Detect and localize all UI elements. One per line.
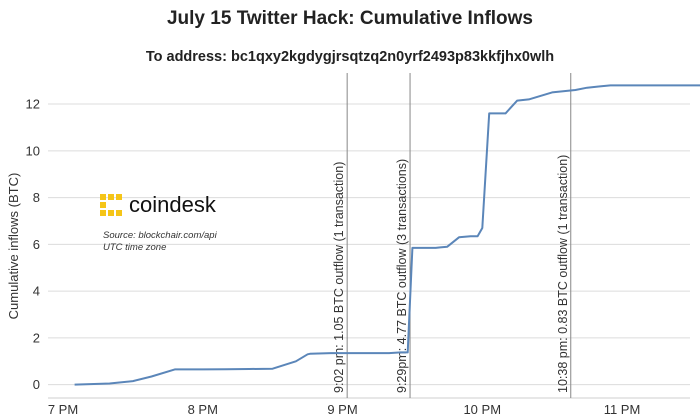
y-tick-labels: 0 2 4 6 8 10 12	[26, 97, 40, 393]
y-tick-label: 0	[33, 377, 40, 392]
event-lines: 9:02 pm: 1.05 BTC outflow (1 transaction…	[332, 73, 572, 398]
x-tick-label: 9 PM	[327, 402, 357, 417]
event-annotation-2: 9:29pm: 4.77 BTC outflow (3 transactions…	[395, 159, 409, 393]
x-tick-label: 11 PM	[604, 402, 641, 417]
y-tick-label: 2	[33, 330, 40, 345]
chart-title: July 15 Twitter Hack: Cumulative Inflows	[167, 8, 533, 29]
y-axis-label: Cumulative inflows (BTC)	[6, 173, 21, 320]
x-tick-label: 10 PM	[463, 402, 501, 417]
y-tick-label: 8	[33, 190, 40, 205]
x-tick-label: 8 PM	[188, 402, 218, 417]
coindesk-logo: coindesk	[100, 192, 217, 217]
coindesk-logo-text: coindesk	[129, 192, 217, 217]
coindesk-logo-mark	[100, 194, 122, 216]
y-tick-label: 12	[26, 97, 40, 112]
gridlines	[48, 103, 690, 399]
series-group	[74, 84, 700, 386]
y-tick-label: 4	[33, 284, 40, 299]
timezone-note: UTC time zone	[103, 242, 166, 253]
chart-subtitle: To address: bc1qxy2kgdygjrsqtzq2n0yrf249…	[146, 49, 554, 65]
x-tick-label: 7 PM	[48, 402, 78, 417]
y-tick-label: 10	[26, 143, 40, 158]
series-line	[74, 84, 700, 386]
event-annotation-3: 10:38 pm: 0.83 BTC outflow (1 transactio…	[556, 155, 570, 393]
event-annotation-1: 9:02 pm: 1.05 BTC outflow (1 transaction…	[332, 162, 346, 393]
source-note: Source: blockchair.com/api	[103, 230, 218, 241]
y-tick-label: 6	[33, 237, 40, 252]
x-tick-labels: 7 PM 8 PM 9 PM 10 PM 11 PM	[48, 402, 640, 417]
